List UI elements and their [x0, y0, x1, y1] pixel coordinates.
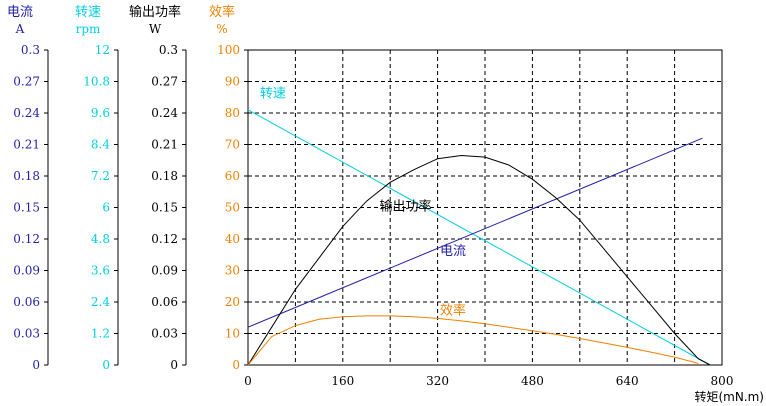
axis-4-tick-label: 0: [232, 358, 240, 372]
axis-2-tick-label: 4.8: [91, 232, 110, 246]
axis-3-tick-label: 0.24: [151, 106, 178, 120]
axis-2-tick-label: 7.2: [91, 169, 110, 183]
axes-layer: 电流 A 0 0.03 0.06 0.09 0.12 0.15 0.18 0.21 0.24 0.27…: [7, 4, 248, 372]
axis-3-unit: W: [149, 22, 162, 36]
axis-1-tick-label: 0.3: [21, 43, 40, 57]
axis-2-tick-label: 3.6: [91, 264, 110, 278]
axis-2-tick-label: 2.4: [91, 295, 110, 309]
x-tick-label: 0: [244, 374, 252, 388]
x-tick-label: 640: [616, 374, 639, 388]
axis-4-tick-label: 10: [225, 327, 240, 341]
series-layer: [247, 109, 711, 366]
axis-4-tick-label: 100: [217, 43, 240, 57]
series-label-4: 效率: [440, 303, 466, 319]
series-label-1: 转速: [260, 86, 286, 101]
axis-1-tick-label: 0: [32, 358, 40, 372]
series-line-1: [247, 109, 711, 366]
x-axis-label: 转矩(mN.m): [694, 389, 764, 404]
axis-1-tick-label: 0.27: [13, 75, 40, 89]
axis-3-tick-label: 0.27: [151, 75, 178, 89]
axis-4-tick-label: 60: [225, 169, 240, 183]
axis-4-tick-label: 80: [225, 106, 240, 120]
axis-4-unit: %: [216, 22, 227, 36]
axis-4-tick-label: 90: [225, 75, 240, 89]
x-tick-label: 320: [426, 374, 449, 388]
axis-4-tick-label: 20: [225, 295, 240, 309]
axis-4-tick-label: 40: [225, 232, 240, 246]
axis-4-tick-label: 30: [225, 264, 240, 278]
series-line-2: [247, 137, 703, 328]
axis-3-tick-label: 0.21: [151, 138, 178, 152]
axis-2-name: 转速: [75, 5, 101, 20]
axis-3-tick-label: 0.15: [151, 201, 178, 215]
axis-3-tick-label: 0: [170, 358, 178, 372]
axis-1-name: 电流: [7, 5, 33, 20]
axis-1-tick-label: 0.21: [13, 138, 40, 152]
series-label-2: 电流: [440, 244, 466, 259]
x-tick-label: 160: [331, 374, 354, 388]
axis-3-name: 输出功率: [129, 4, 181, 20]
series-label-3: 输出功率: [380, 199, 432, 215]
grid-layer: [247, 49, 723, 366]
axis-2-unit: rpm: [76, 22, 101, 36]
axis-2-tick-label: 6: [102, 201, 110, 215]
axis-2-tick-label: 0: [102, 358, 110, 372]
axis-1-tick-label: 0.15: [13, 201, 40, 215]
axis-4-name: 效率: [209, 4, 235, 20]
series-line-4: [247, 315, 699, 366]
axis-3-tick-label: 0.3: [159, 43, 178, 57]
axis-3-tick-label: 0.12: [151, 232, 178, 246]
axis-1-tick-label: 0.24: [13, 106, 40, 120]
axis-1-tick-label: 0.03: [13, 327, 40, 341]
axis-1-tick-label: 0.12: [13, 232, 40, 246]
axis-3-tick-label: 0.09: [151, 264, 178, 278]
axis-2-tick-label: 1.2: [91, 327, 110, 341]
axis-1-unit: A: [15, 22, 25, 36]
axis-2-tick-label: 9.6: [91, 106, 110, 120]
axis-4-tick-label: 70: [225, 138, 240, 152]
axis-3-tick-label: 0.18: [151, 169, 178, 183]
axis-1-tick-label: 0.09: [13, 264, 40, 278]
axis-2-tick-label: 8.4: [91, 138, 110, 152]
axis-2-tick-label: 10.8: [83, 75, 110, 89]
series-line-3: [247, 154, 711, 366]
axis-3-tick-label: 0.06: [151, 295, 178, 309]
x-tick-label: 480: [521, 374, 544, 388]
axis-3-tick-label: 0.03: [151, 327, 178, 341]
x-tick-label: 800: [711, 374, 734, 388]
axis-2-tick-label: 12: [95, 43, 110, 57]
axis-4-tick-label: 50: [225, 201, 240, 215]
axis-1-tick-label: 0.06: [13, 295, 40, 309]
axis-1-tick-label: 0.18: [13, 169, 40, 183]
